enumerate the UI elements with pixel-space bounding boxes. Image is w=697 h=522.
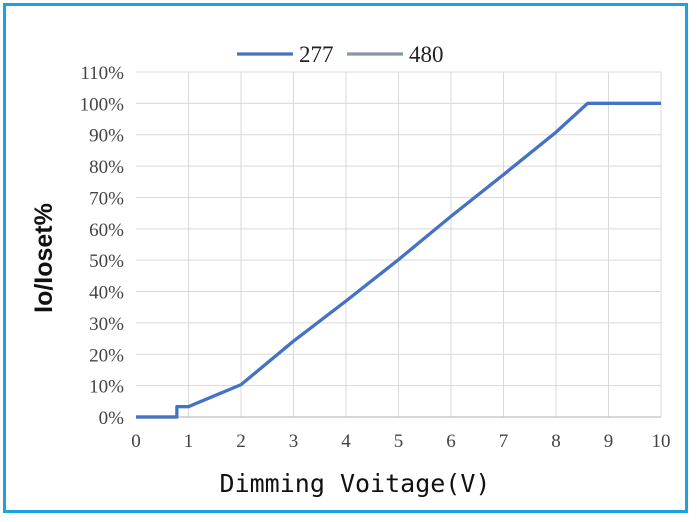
y-tick-label: 0% bbox=[99, 408, 125, 429]
y-tick-label: 110% bbox=[80, 63, 124, 84]
y-tick-label: 30% bbox=[89, 314, 124, 335]
y-tick-label: 70% bbox=[89, 188, 124, 209]
y-tick-label: 40% bbox=[89, 283, 124, 304]
y-tick-label: 10% bbox=[89, 377, 124, 398]
grid bbox=[136, 71, 662, 417]
x-tick-label: 3 bbox=[289, 431, 299, 452]
legend: 277 480 bbox=[237, 42, 444, 67]
series-lines bbox=[136, 101, 661, 419]
series-line-277 bbox=[136, 101, 661, 419]
x-tick-label: 7 bbox=[499, 431, 509, 452]
x-tick-label: 10 bbox=[652, 431, 671, 452]
y-tick-label: 100% bbox=[80, 94, 125, 115]
y-axis-label: Io/Ioset% bbox=[30, 203, 58, 313]
y-tick-label: 50% bbox=[89, 251, 124, 272]
x-tick-label: 0 bbox=[131, 431, 141, 452]
legend-label-480: 480 bbox=[409, 42, 444, 67]
x-tick-label: 6 bbox=[446, 431, 456, 452]
y-tick-label: 90% bbox=[89, 126, 124, 147]
x-tick-label: 4 bbox=[341, 431, 351, 452]
x-tick-label: 9 bbox=[604, 431, 614, 452]
y-tick-label: 60% bbox=[89, 220, 124, 241]
x-tick-label: 8 bbox=[551, 431, 561, 452]
x-tick-label: 5 bbox=[394, 431, 404, 452]
x-tick-label: 2 bbox=[236, 431, 246, 452]
y-tick-label: 20% bbox=[89, 345, 124, 366]
x-axis-label: Dimming Voitage(V) bbox=[220, 469, 491, 498]
y-tick-label: 80% bbox=[89, 157, 124, 178]
x-tick-label: 1 bbox=[184, 431, 194, 452]
legend-label-277: 277 bbox=[299, 42, 334, 67]
tick-labels: 0 1 2 3 4 5 6 7 8 9 100%10%20%30%40%50%60%70%80%90… bbox=[80, 63, 671, 452]
